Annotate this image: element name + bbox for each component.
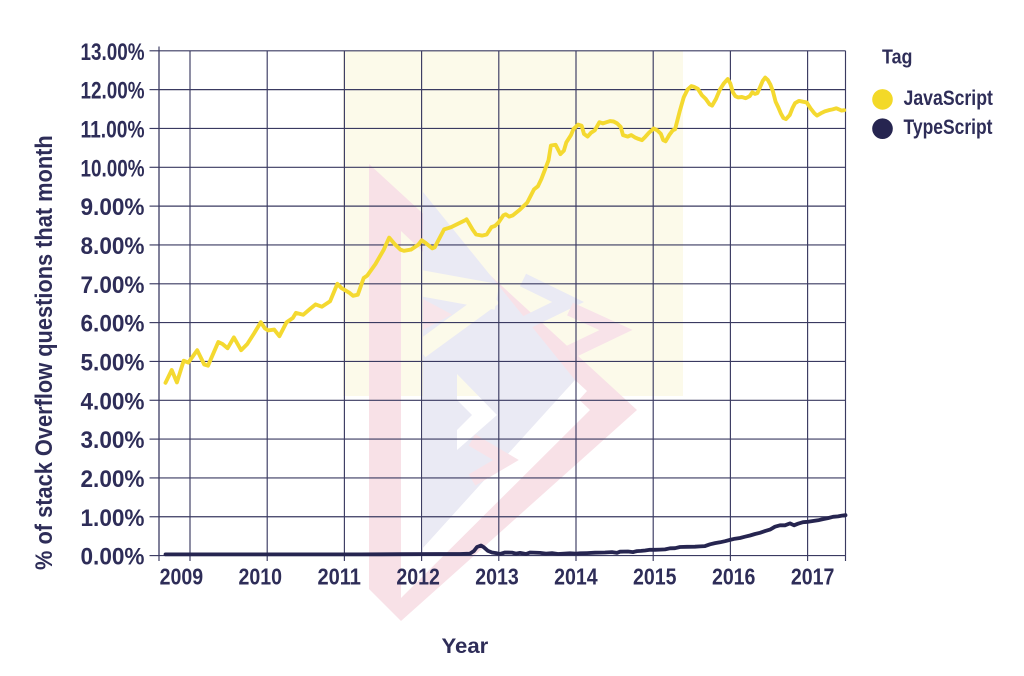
- svg-text:12.00%: 12.00%: [81, 78, 145, 105]
- svg-text:5.00%: 5.00%: [81, 349, 145, 376]
- svg-text:2012: 2012: [396, 564, 440, 590]
- svg-text:2011: 2011: [317, 564, 361, 590]
- svg-text:1.00%: 1.00%: [81, 505, 145, 532]
- svg-text:2.00%: 2.00%: [81, 466, 145, 493]
- svg-text:3.00%: 3.00%: [81, 427, 145, 454]
- svg-text:0.00%: 0.00%: [81, 544, 145, 571]
- svg-text:JavaScript: JavaScript: [904, 87, 993, 110]
- svg-text:2010: 2010: [239, 564, 283, 590]
- svg-text:Year: Year: [442, 635, 489, 658]
- svg-text:% of stack Overflow questions: % of stack Overflow questions that month: [31, 135, 58, 570]
- svg-text:TypeScript: TypeScript: [904, 116, 993, 139]
- svg-text:2009: 2009: [160, 564, 204, 590]
- svg-text:9.00%: 9.00%: [81, 194, 145, 221]
- svg-text:11.00%: 11.00%: [81, 116, 145, 143]
- svg-text:2013: 2013: [475, 564, 519, 590]
- svg-text:2014: 2014: [554, 564, 598, 590]
- svg-text:Tag: Tag: [882, 46, 913, 68]
- svg-text:2016: 2016: [712, 564, 756, 590]
- svg-text:2017: 2017: [791, 564, 835, 590]
- svg-text:7.00%: 7.00%: [81, 272, 145, 299]
- svg-text:10.00%: 10.00%: [81, 155, 145, 182]
- svg-text:8.00%: 8.00%: [81, 233, 145, 260]
- svg-text:4.00%: 4.00%: [81, 388, 145, 415]
- svg-text:2015: 2015: [633, 564, 677, 590]
- svg-text:6.00%: 6.00%: [81, 311, 145, 338]
- svg-text:13.00%: 13.00%: [81, 39, 145, 66]
